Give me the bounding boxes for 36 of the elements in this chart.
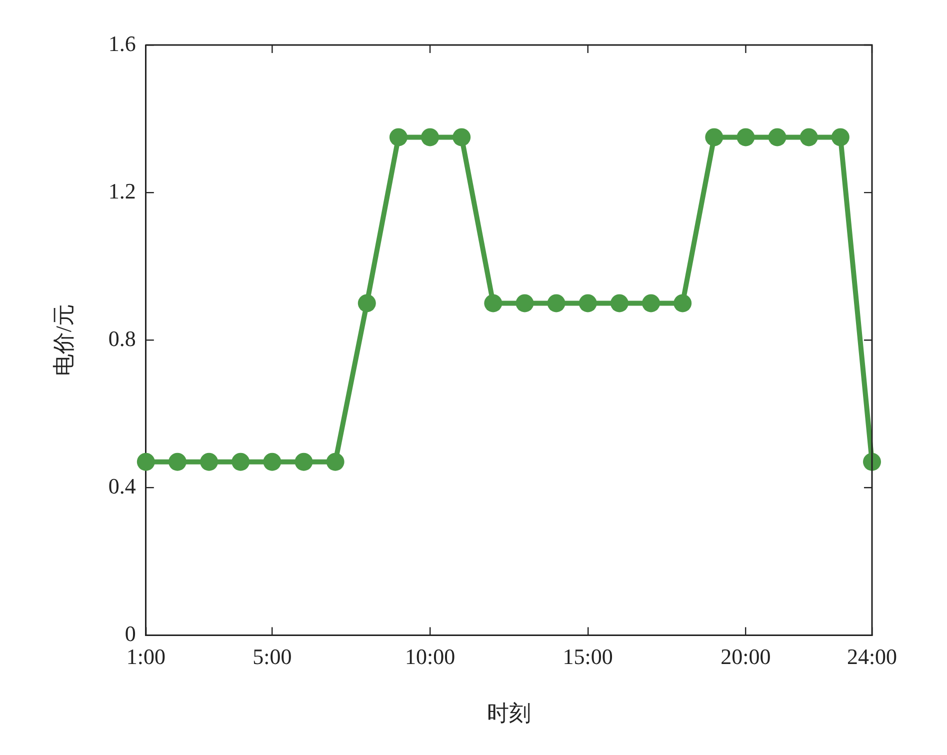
y-tick-label: 1.2 [108,178,136,204]
point [547,294,566,312]
x-axis-title: 时刻 [486,700,531,726]
point [294,452,313,471]
point [705,128,724,146]
y-tick-label: 1.6 [108,30,136,56]
point [610,294,628,312]
point [736,128,755,146]
point [358,294,376,312]
point [263,452,282,471]
point [200,452,218,471]
point [168,452,186,471]
y-tick-label: 0 [124,620,136,646]
point [831,128,850,146]
y-axis-title: 电价/元 [50,304,76,376]
point [326,452,344,471]
x-tick-label: 24:00 [846,644,898,670]
point [800,128,818,146]
y-tick-label: 0.8 [108,326,136,351]
point [452,128,471,146]
x-tick-label: 5:00 [252,644,292,670]
point [484,294,502,312]
x-tick-label: 15:00 [562,644,613,670]
x-tick-label: 10:00 [404,644,456,670]
point [674,294,692,312]
y-tick-label: 0.4 [108,473,136,498]
point [768,128,786,146]
point [642,294,660,312]
point [389,128,408,146]
x-tick-label: 20:00 [720,644,771,670]
point [578,294,597,312]
point [421,128,440,146]
point [136,452,155,471]
x-tick-label: 1:00 [126,644,166,670]
point [232,452,250,471]
point [516,294,534,312]
